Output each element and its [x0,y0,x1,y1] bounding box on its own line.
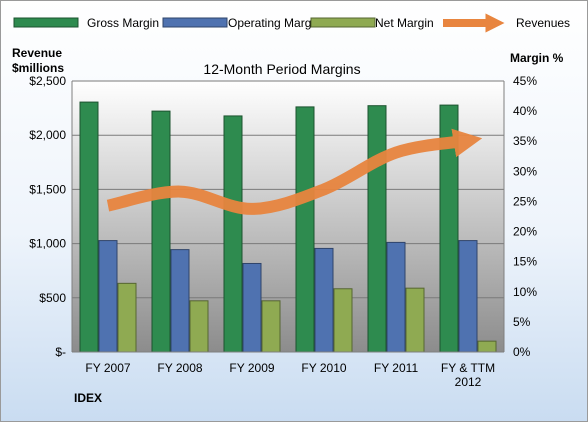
right-tick-label: 40% [513,104,537,118]
right-tick-label: 0% [513,345,531,359]
legend-label: Gross Margin [87,16,159,30]
left-tick-label: $2,500 [29,74,66,88]
bar [405,287,425,353]
bar [98,240,118,353]
left-tick-label: $- [55,345,66,359]
left-tick-label: $500 [39,291,66,305]
plot-area [72,81,504,352]
chart-title: 12-Month Period Margins [203,61,360,77]
bar [333,288,353,353]
bar [189,300,209,353]
right-tick-label: 10% [513,285,537,299]
right-tick-label: 30% [513,164,537,178]
bar [367,105,387,353]
right-tick-label: 35% [513,134,537,148]
right-tick-label: 5% [513,315,531,329]
revenue-line-series [106,128,483,215]
legend-label: Net Margin [375,16,434,30]
right-axis-title: Margin % [510,51,564,65]
category-label: FY 2010 [301,361,346,375]
left-tick-label: $1,000 [29,237,66,251]
legend-swatch [13,17,79,28]
category-label: FY 2011 [374,361,419,375]
right-tick-label: 25% [513,194,537,208]
bar [170,249,190,353]
bar [386,241,406,353]
legend-swatch [310,17,376,28]
legend: Gross Margin Operating Margin Net Margin Re… [13,13,570,33]
legend-label: Operating Margin [228,16,321,30]
left-tick-label: $2,000 [29,128,66,142]
axes: $- $500 $1,000 $1,500 $2,000 $2,500 0% 5% 10% 15%… [29,74,537,389]
left-axis-title: Revenue $millions [12,46,65,75]
left-tick-label: $1,500 [29,182,66,196]
bar [223,115,243,353]
bar [151,110,171,353]
category-label: FY & TTM 2012 [441,361,495,389]
category-label: FY 2007 [85,361,130,375]
bar [295,106,315,353]
footer-label: IDEX [74,391,102,405]
bar [242,262,262,353]
bar [117,282,137,353]
bar [261,300,281,353]
right-tick-label: 45% [513,74,537,88]
legend-swatch [162,17,228,28]
bar [477,340,497,353]
right-tick-label: 20% [513,225,537,239]
bar [458,240,478,353]
right-tick-label: 15% [513,255,537,269]
category-label: FY 2009 [229,361,274,375]
revenue-line [106,128,483,215]
bar [314,247,334,353]
bar [79,101,99,353]
legend-label: Revenues [516,16,570,30]
category-label: FY 2008 [157,361,202,375]
